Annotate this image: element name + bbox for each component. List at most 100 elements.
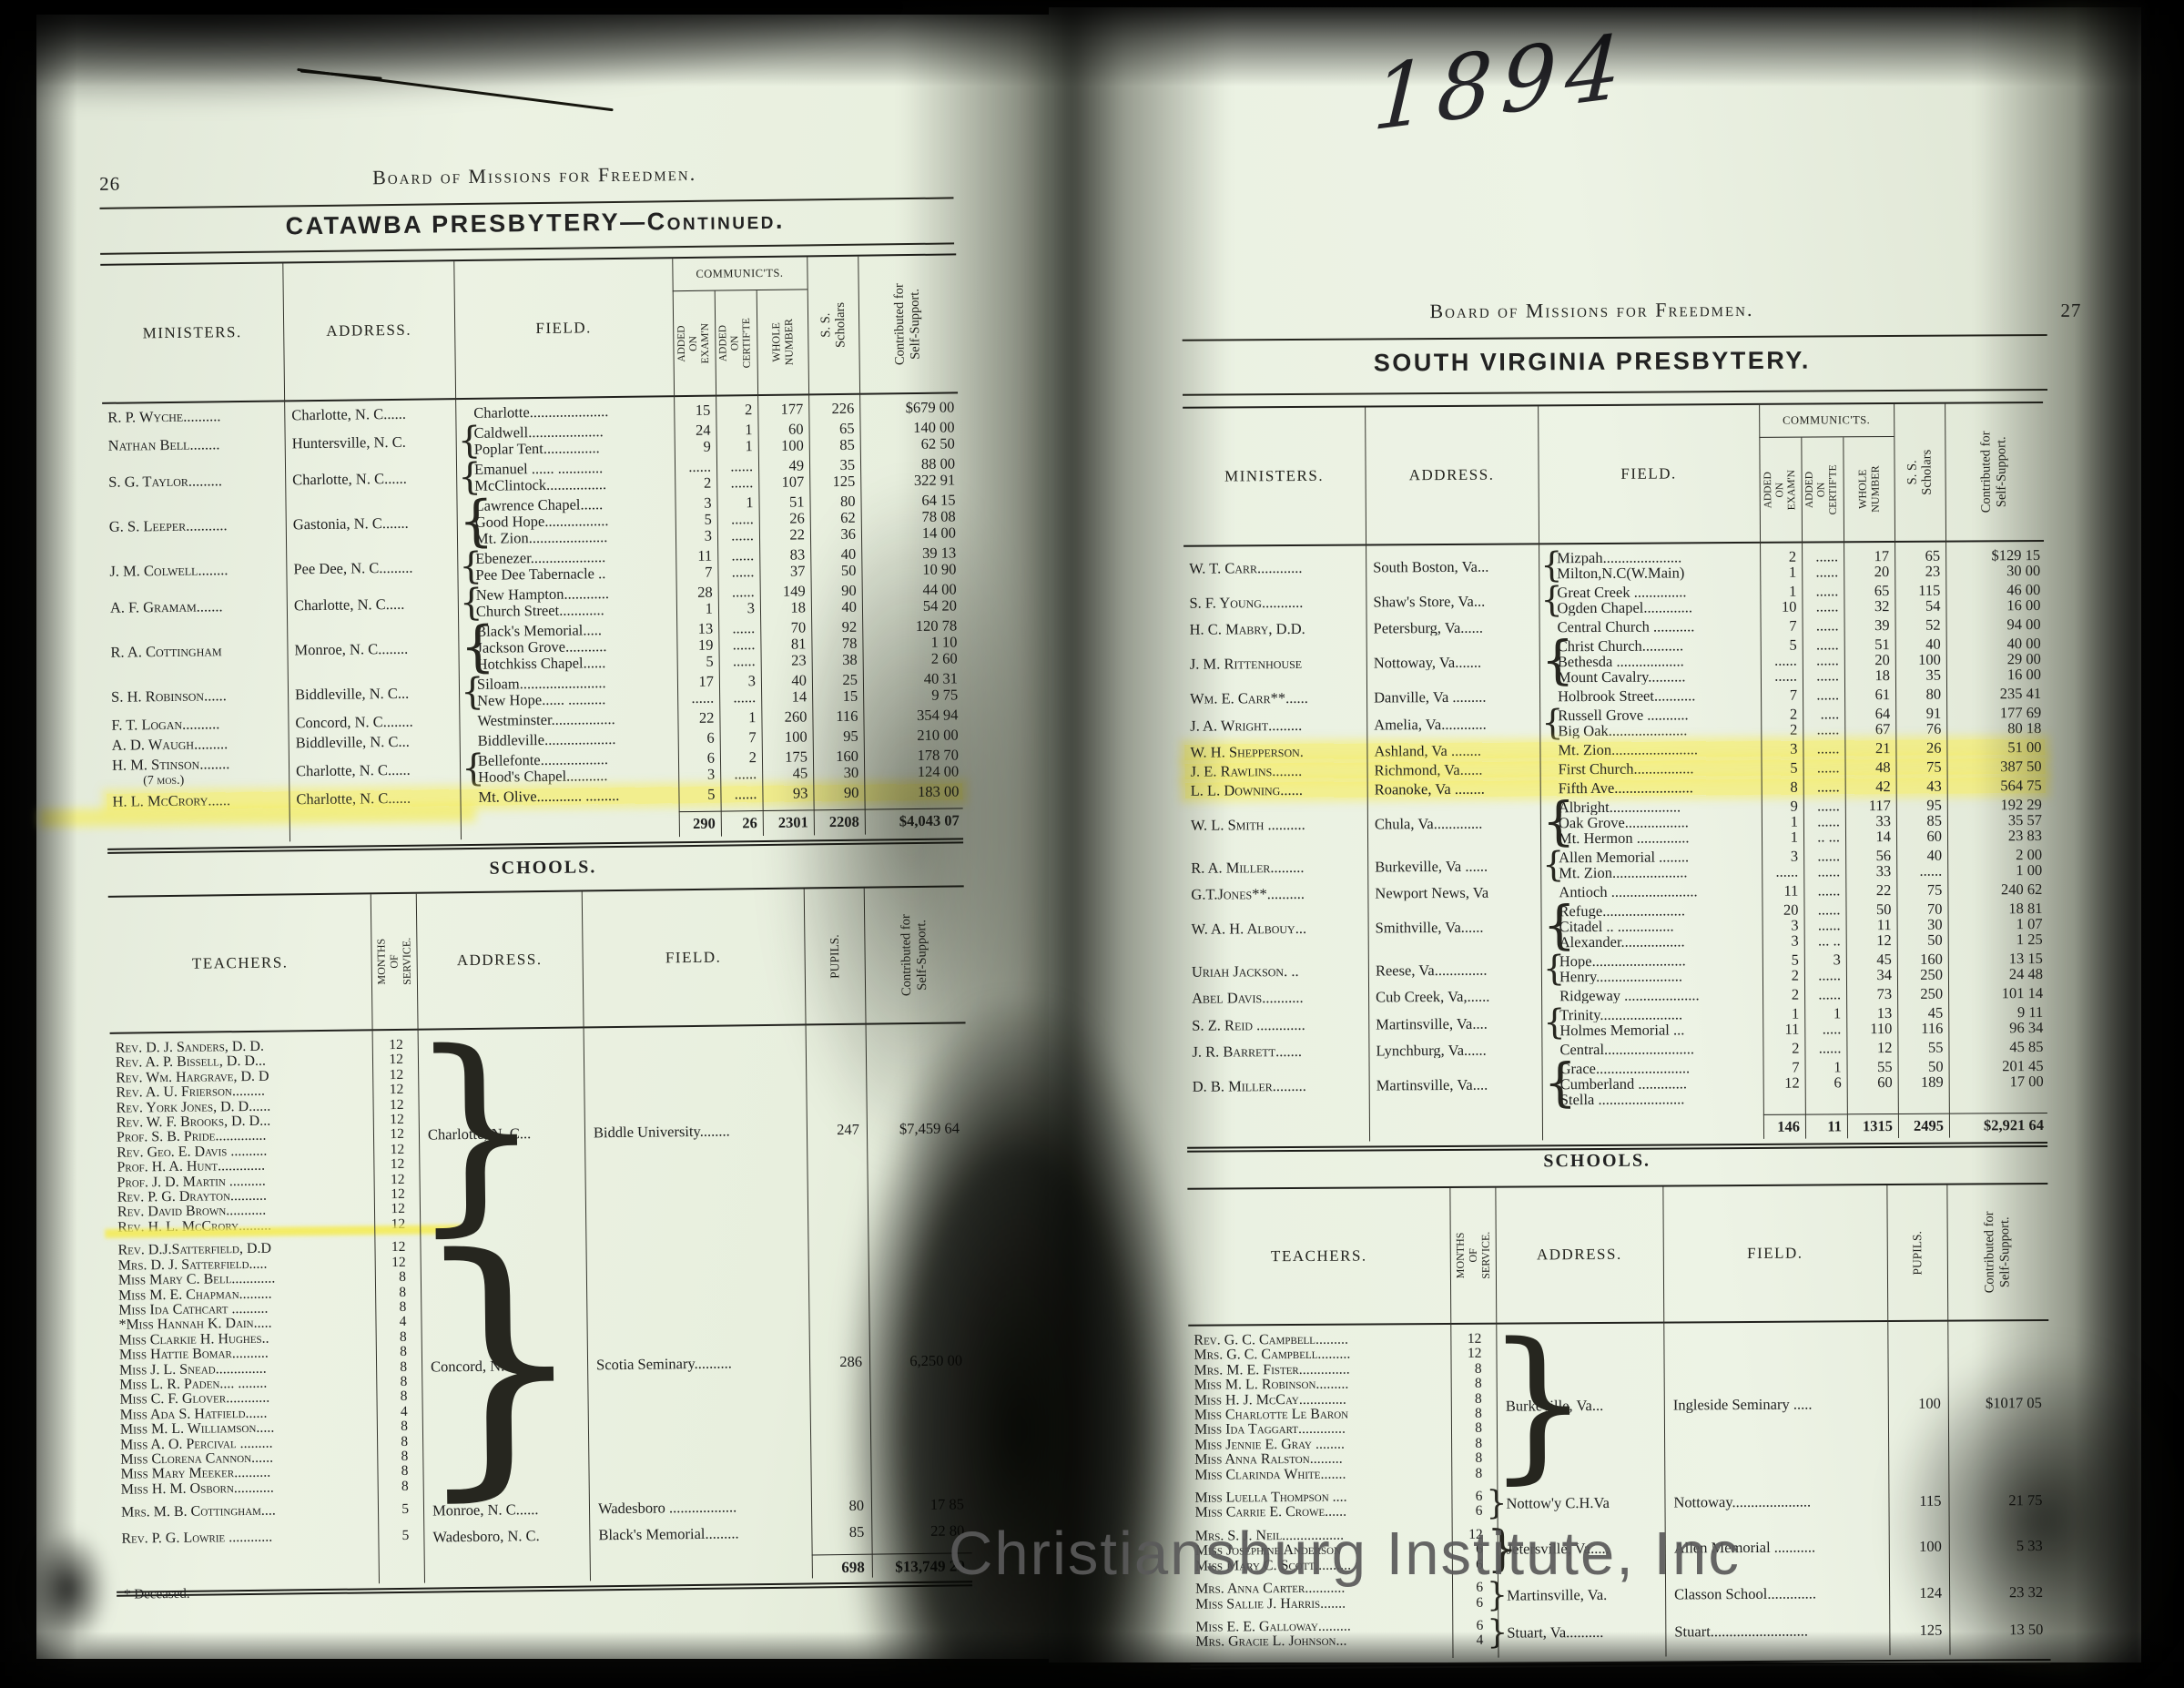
added-on-certifte-value: ...... [732,652,756,670]
added-on-examn-value: 20 [1783,900,1799,919]
col-header-ss-scholars: S. S. Scholars [1905,449,1935,495]
added-on-certifte-value: 3 [1833,951,1841,969]
added-on-certifte-value: 1 [1834,1058,1842,1076]
field-group-brace: { [460,615,496,679]
minister-name-text: G.T.Jones**.......... [1191,885,1305,902]
minister-row: A. F. Gramam....... Charlotte, N. C..... {… [105,580,960,625]
minister-address: Danville, Va ......... [1374,688,1487,706]
field-line: Mt. Hermon .............. 1.. ... 14 60 23 8… [1540,827,2046,846]
total-contributed: $4,043 07 [864,808,963,830]
ss-scholars-value: 116 [1921,1019,1944,1037]
minister-name: W. T. Carr............ [1183,559,1366,575]
minister-address: Burkeville, Va ...... [1375,857,1488,875]
minister-name-text: A. D. Waugh......... [111,735,229,754]
field-line: Biddleville................... 6 7 100 95 210… [460,726,962,749]
minister-name: H. M. Stinson........ (7 mos.) [107,755,289,789]
schools-table-left: TEACHERS. MONTHS OF SERVICE. ADDRESS. FIELD… [107,885,973,1597]
whole-number-value: 81 [790,635,807,653]
totals-line: 290 26 2301 2208 $4,043 07 [461,803,963,835]
school-field: Nottoway..................... [1673,1493,1812,1511]
whole-number-value: 149 [782,582,806,600]
minister-name: F. T. Logan.......... [106,715,288,733]
teacher-group-brace: } [1485,1307,1591,1500]
minister-name-text: Uriah Jackson. .. [1191,962,1299,980]
col-header-field: FIELD. [665,948,722,967]
added-on-examn-value: 17 [698,672,715,690]
field-group-brace: { [461,746,486,790]
field-name: Allen Memorial ........ [1559,848,1690,866]
minister-row: G.T.Jones**.......... Newport News, Va Ant… [1185,880,2046,902]
field-group: {Black's Memorial..... 13...... 70 92 120 78… [458,615,961,679]
field-line: Mt. Zion................................… [1540,861,2046,880]
field-line: Central........................ 2...... 12… [1541,1037,2047,1057]
minister-name: D. B. Miller......... [1187,1078,1369,1094]
field-group: Biddleville................... 6 7 100 95 210… [460,726,962,749]
whole-number-value: 22 [789,525,806,544]
minister-row: H. M. Stinson........ (7 mos.) Charlotte, … [107,746,962,790]
added-on-certifte-value: 2 [748,748,757,767]
ss-scholars-value: 40 [841,597,858,615]
minister-name: S. G. Taylor......... [103,472,285,490]
added-on-examn-value: 5 [707,785,716,803]
added-on-certifte-value: 1 [748,708,757,727]
added-on-examn-value: 22 [698,708,715,727]
added-on-certifte-value: ...... [734,765,757,783]
minister-name-text: H. L. McCrory...... [112,791,231,810]
whole-number-value: 32 [1874,597,1890,615]
minister-address: Pee Dee, N. C......... [293,559,413,578]
added-on-examn-value [1763,1091,1805,1106]
total-whole-number: 1315 [1846,1113,1899,1134]
minister-name: W. H. Shepperson. [1184,744,1366,760]
added-on-examn-value: 15 [695,401,711,419]
total-added-on-certifte: 11 [1804,1113,1848,1134]
contributed-value: 240 62 [2000,880,2043,899]
whole-number-value: 21 [1874,739,1891,758]
added-on-examn-value: 9 [703,437,711,455]
schools-heading-left: SCHOOLS. [489,857,597,879]
ministers-rows: R. P. Wyche.......... Charlotte, N. C....… [102,393,963,839]
ministers-totals-row: 146 11 1315 2495 $2,921 64 [1187,1108,2048,1138]
ss-scholars-value: 189 [1920,1073,1944,1091]
added-on-examn-value: ...... [1774,651,1797,669]
added-on-certifte-value: ...... [730,473,754,492]
whole-number-value: 40 [791,671,808,689]
added-on-certifte-value: ...... [1816,758,1840,777]
minister-name: J. E. Rawlins........ [1185,763,1367,779]
added-on-examn-value: 5 [1790,758,1798,777]
pupils-value: 100 [1918,1394,1941,1412]
field-line: Central Church ........... 7...... 39 52 94 … [1539,615,2045,635]
field-name: Great Creek .............. [1557,583,1687,601]
contributed-value: 45 85 [2009,1037,2044,1056]
field-name: Russell Grove ........... [1558,706,1689,724]
field-group: Mt. Zion....................... 3...... 21… [1539,738,2045,758]
minister-row: Nathan Bell........ Huntersville, N. C.{C… [103,418,959,462]
added-on-certifte-value: .. ... [1817,828,1841,846]
school-contributed-value: 6,250 00 [909,1351,963,1369]
minister-row: G. S. Leeper........... Gastonia, N. C...… [103,489,960,553]
field-group-brace: { [459,581,483,625]
col-header-ministers: MINISTERS. [142,322,242,342]
added-on-examn-value: 7 [1789,686,1798,704]
contributed-value: 24 48 [2008,964,2043,983]
whole-number-value: 83 [789,545,806,564]
running-header-right: Board of Missions for Freedmen. [1429,297,1754,323]
field-line: Antioch ....................... 11...... 2… [1540,880,2046,900]
added-on-certifte-value: ...... [730,510,754,528]
field-name: Mizpah..................... [1557,548,1682,566]
minister-address: Newport News, Va [1375,884,1489,901]
ss-scholars-value: 35 [1925,666,1941,684]
ministers-table-header: MINISTERS. ADDRESS. FIELD. COMMUNIC'TS. ADDE… [1183,402,2045,547]
col-header-ss-scholars: S. S. Scholars [818,301,848,349]
col-header-ministers: MINISTERS. [1224,466,1325,485]
field-group-brace: { [457,455,483,499]
contributed-value: 1 07 [2016,914,2043,933]
ss-scholars-value: 35 [839,455,856,473]
minister-address: Concord, N. C........ [295,713,413,732]
added-on-certifte-value: 1 [1833,1004,1842,1022]
total-added-on-certifte: 26 [720,810,763,832]
whole-number-value: 61 [1874,686,1891,704]
whole-number-value: 22 [1875,881,1892,900]
whole-number-value: 175 [785,747,808,766]
field-name: Big Oak..................... [1558,721,1688,739]
added-on-certifte-value: ...... [731,563,755,581]
